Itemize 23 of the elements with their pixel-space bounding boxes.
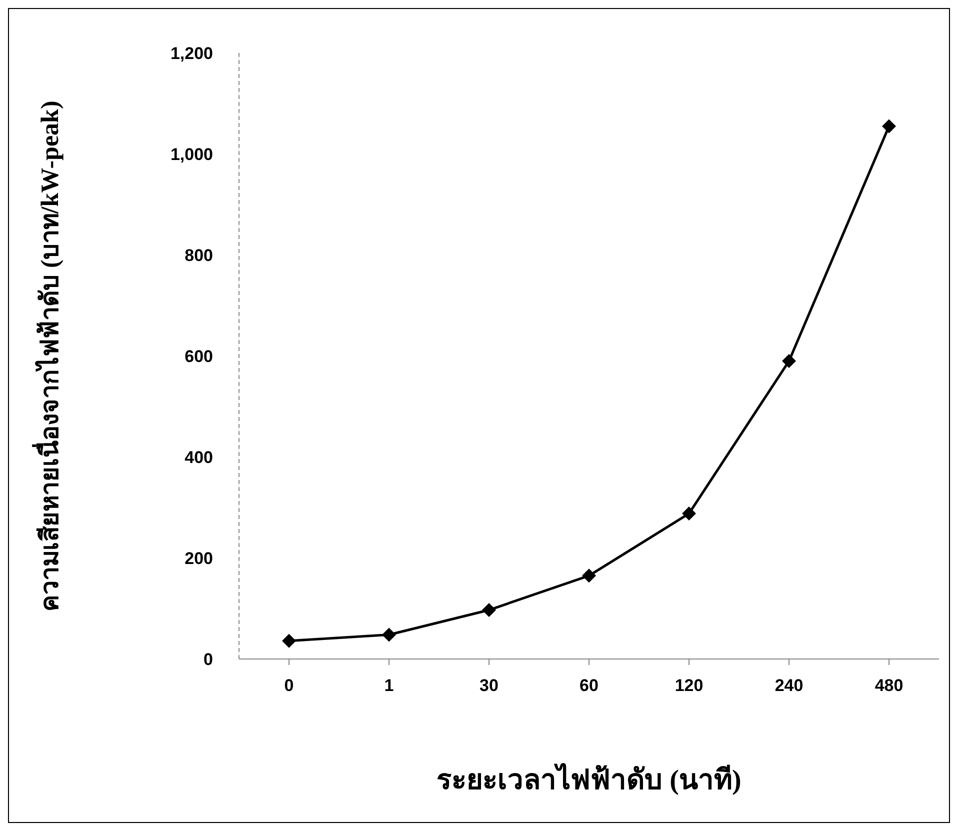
- y-tick-label: 200: [184, 549, 213, 568]
- point: [482, 603, 496, 618]
- x-axis-title: ระยะเวลาไฟฟ้าดับ (นาที): [436, 763, 742, 796]
- point: [682, 506, 696, 521]
- y-tick-label: 1,200: [170, 44, 213, 64]
- y-tick-label: 0: [204, 650, 213, 670]
- y-tick-label: 600: [184, 347, 213, 366]
- x-tick-label: 240: [774, 676, 804, 696]
- x-tick-label: 120: [674, 676, 704, 696]
- y-tick-label: 800: [184, 246, 213, 266]
- x-tick-label: 480: [874, 676, 904, 696]
- x-tick-label: 1: [384, 676, 394, 696]
- point: [582, 568, 596, 583]
- point: [782, 354, 796, 368]
- x-tick-label: 60: [580, 676, 598, 696]
- point: [282, 634, 296, 648]
- y-axis-title: ความเสียหายเนื่องจากไฟฟ้าดับ (บาท/kW-peak): [32, 100, 64, 612]
- y-tick-label: 400: [184, 448, 213, 468]
- point: [882, 119, 896, 134]
- x-tick-label: 30: [480, 676, 498, 696]
- x-tick-label: 0: [284, 676, 294, 696]
- y-tick-label: 1,000: [170, 145, 213, 164]
- point: [382, 628, 396, 642]
